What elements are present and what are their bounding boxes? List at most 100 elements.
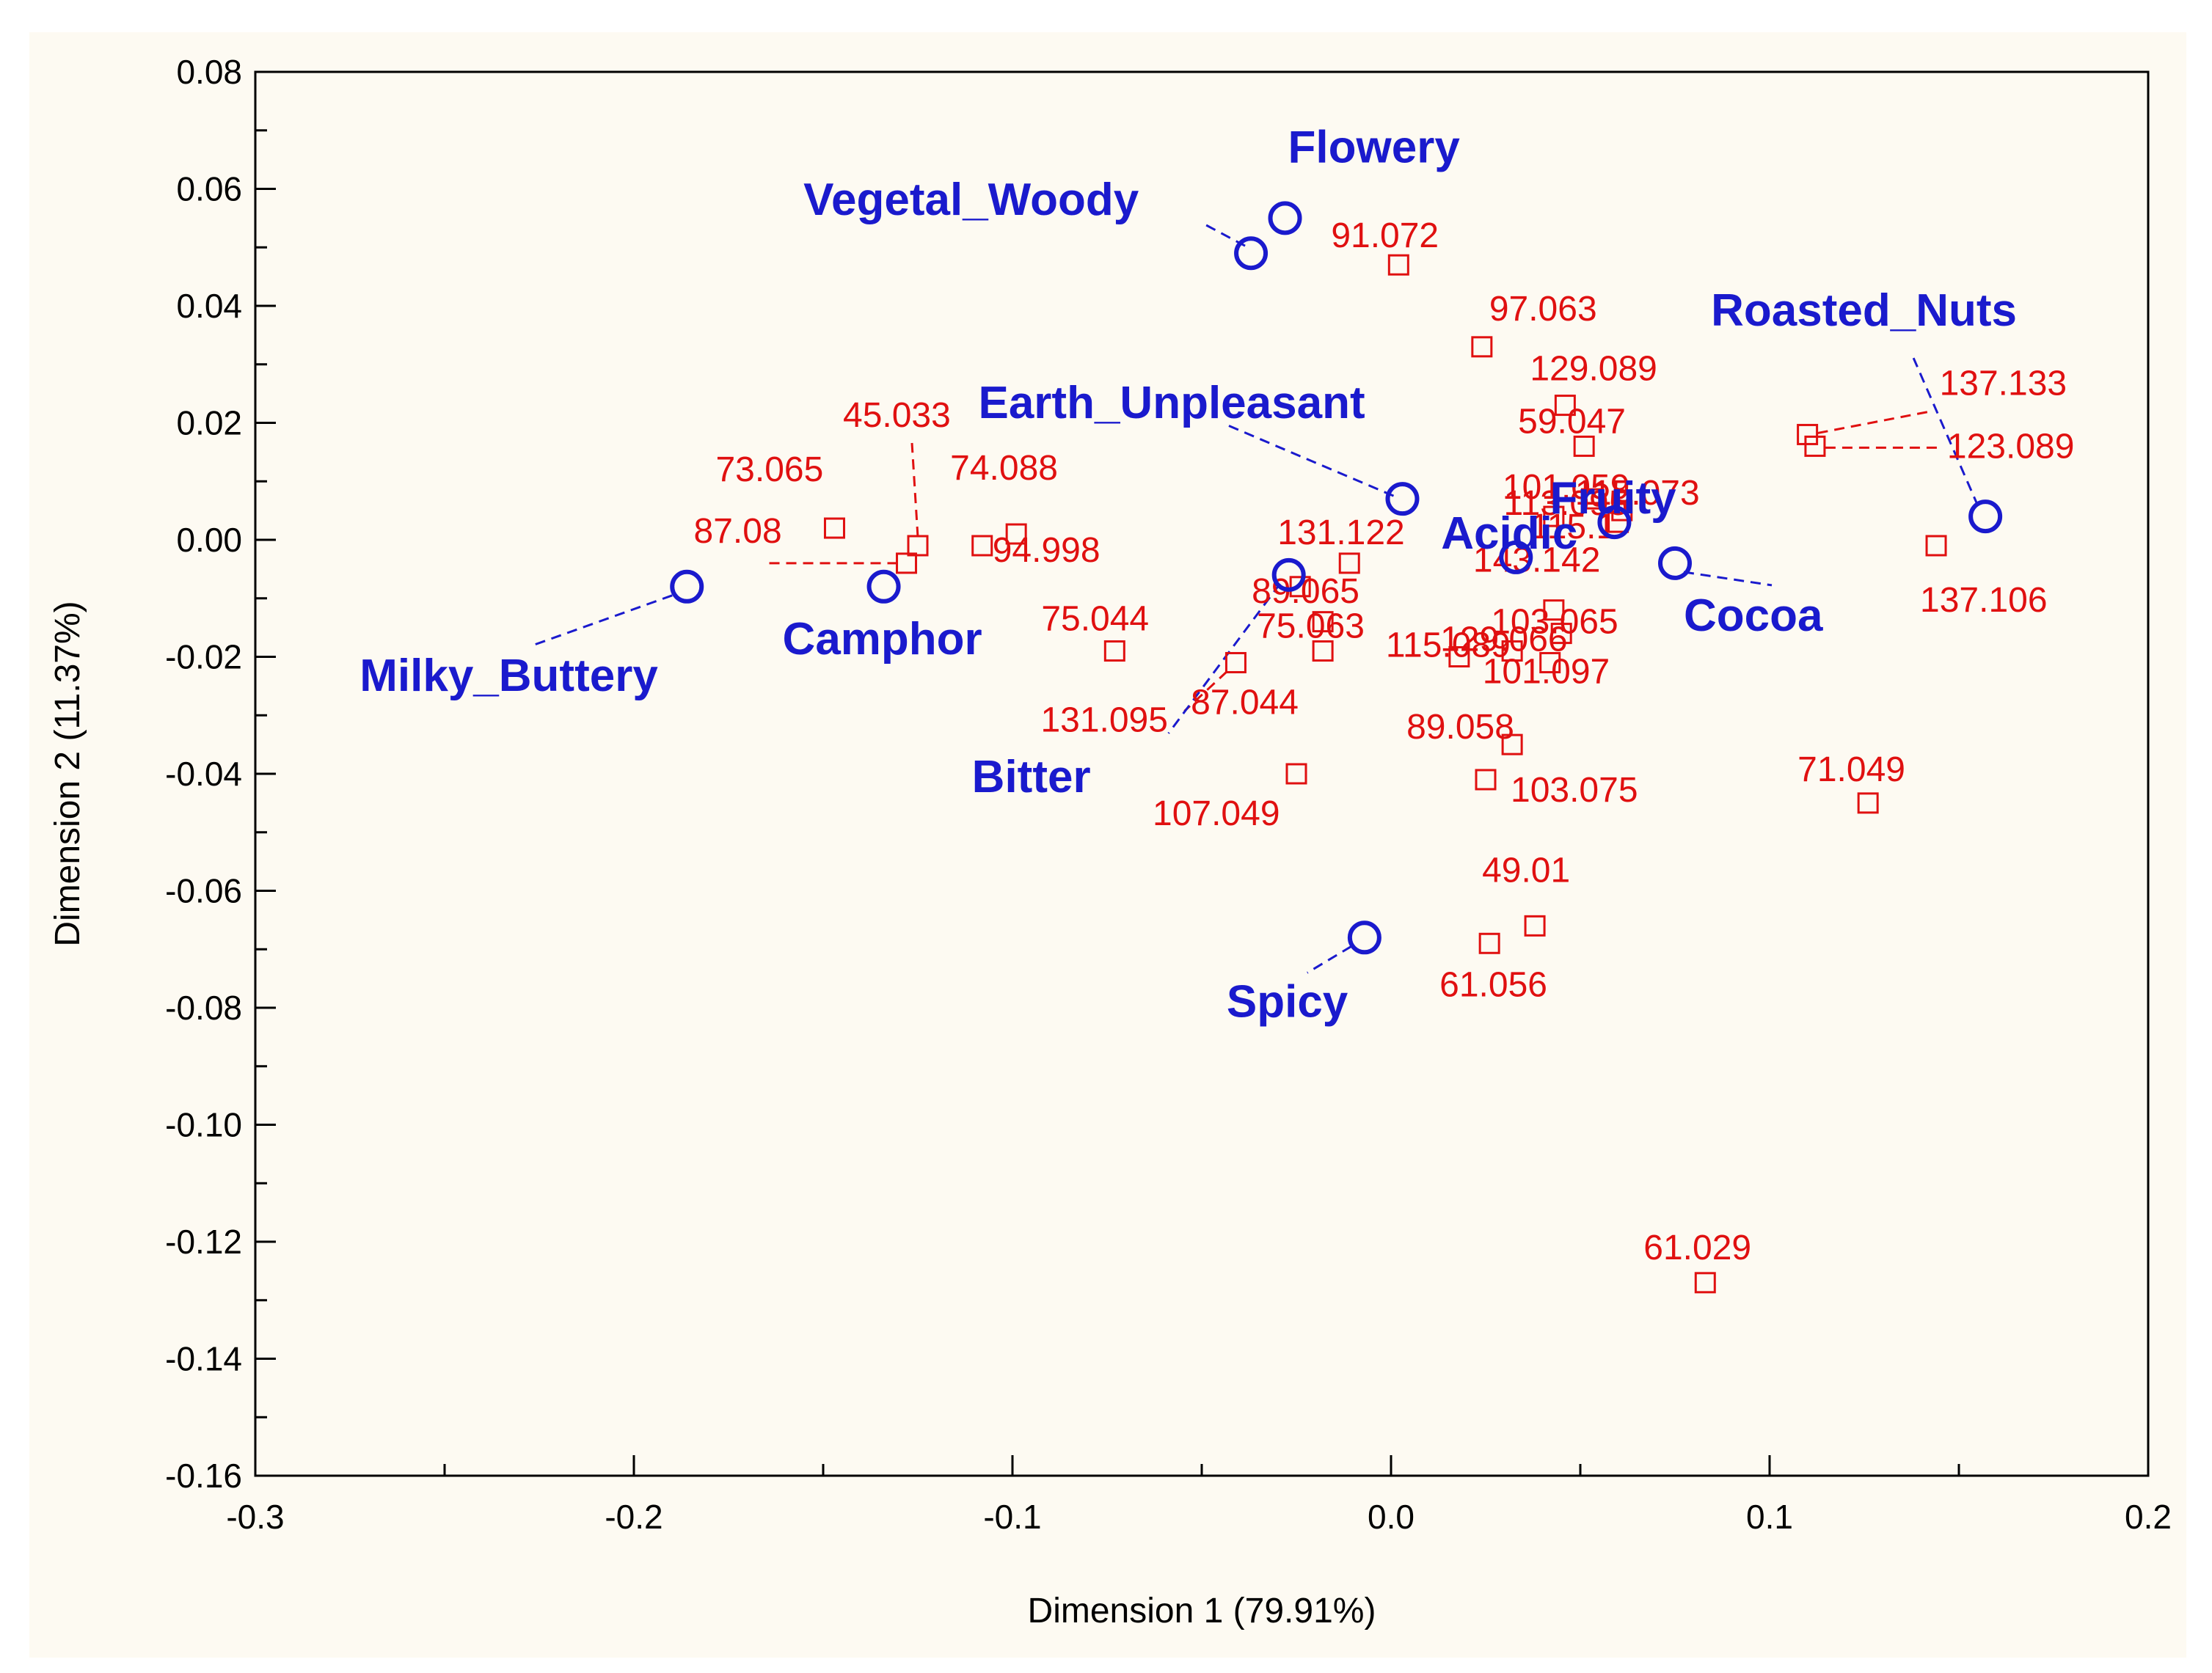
compound-label: 75.044 [1041, 600, 1149, 639]
leader-lines [532, 221, 1979, 974]
y-tick-label: -0.02 [165, 638, 242, 676]
y-tick-label: 0.06 [176, 170, 242, 208]
y-tick-label: -0.16 [165, 1457, 242, 1495]
attribute-marker [866, 569, 901, 604]
x-tick-label: 0.0 [1368, 1498, 1415, 1536]
attribute-marker [1597, 505, 1632, 540]
compound-marker [1694, 1272, 1716, 1294]
y-tick-label: -0.10 [165, 1106, 242, 1144]
compound-marker [1478, 932, 1500, 954]
attribute-label: Fruity [1550, 473, 1676, 524]
compound-marker [1475, 769, 1497, 791]
compound-marker [1573, 435, 1595, 457]
y-tick-label: -0.14 [165, 1340, 242, 1378]
attribute-marker [1968, 499, 2003, 534]
compound-label: 74.088 [950, 449, 1058, 488]
x-tick-label: -0.3 [226, 1498, 284, 1536]
attribute-label: Roasted_Nuts [1711, 285, 2017, 336]
compound-marker [1524, 915, 1546, 937]
compound-marker [1543, 599, 1565, 621]
compound-label: 115.089 [1386, 626, 1511, 665]
compound-label: 94.998 [993, 531, 1100, 570]
attribute-label: Flowery [1288, 122, 1461, 172]
compound-marker [1312, 640, 1334, 662]
compound-marker [1804, 435, 1826, 457]
compound-marker [1925, 535, 1947, 557]
x-tick-label: 0.2 [2125, 1498, 2172, 1536]
compound-label: 45.033 [843, 396, 951, 435]
y-axis-label: Dimension 2 (11.37%) [48, 601, 87, 946]
attribute-label: Bitter [972, 752, 1091, 802]
attribute-marker [1347, 920, 1381, 955]
x-tick-label: 0.1 [1746, 1498, 1793, 1536]
attribute-marker [1385, 482, 1420, 516]
compound-points: 91.07297.063129.08959.047101.059113.0951… [694, 216, 2075, 1294]
compound-marker [896, 552, 918, 574]
y-tick-label: 0.04 [176, 287, 242, 325]
compound-label: 49.01 [1482, 851, 1570, 890]
attribute-marker [1234, 236, 1269, 271]
compound-label: 71.049 [1797, 750, 1905, 789]
compound-marker [1471, 336, 1493, 358]
leader-line [532, 594, 673, 647]
attribute-marker [1268, 201, 1302, 235]
compound-marker [1611, 499, 1633, 521]
x-tick-label: -0.2 [605, 1498, 662, 1536]
compound-label: 97.063 [1489, 290, 1597, 329]
compound-marker [1501, 640, 1523, 662]
compound-label: 91.072 [1331, 216, 1439, 255]
compound-marker [823, 517, 845, 539]
x-tick-label: -0.1 [983, 1498, 1041, 1536]
y-tick-label: 0.00 [176, 521, 242, 559]
compound-marker [1501, 733, 1523, 755]
compound-label: 129.089 [1530, 350, 1657, 389]
y-tick-label: -0.12 [165, 1223, 242, 1261]
attribute-marker [670, 569, 704, 604]
compound-label: 101.097 [1483, 652, 1610, 691]
y-tick-label: 0.08 [176, 53, 242, 91]
compound-marker [1539, 651, 1561, 673]
compound-label: 131.122 [1277, 513, 1405, 552]
compound-label: 61.056 [1439, 965, 1547, 1004]
attribute-label: Vegetal_Woody [803, 175, 1139, 225]
compound-label: 123.089 [1947, 427, 2075, 466]
leader-line [1912, 357, 1979, 507]
leader-line [1200, 221, 1246, 247]
leader-line [1183, 670, 1228, 712]
compound-marker [1312, 611, 1334, 633]
compound-label: 73.065 [715, 450, 823, 489]
attribute-marker [1658, 546, 1692, 580]
leader-line [1683, 571, 1773, 587]
compound-label: 59.047 [1518, 402, 1626, 441]
compound-label: 89.065 [1252, 572, 1359, 611]
attribute-label: Cocoa [1684, 590, 1823, 641]
leader-line [910, 442, 919, 538]
leader-line [1224, 422, 1395, 497]
compound-marker [1448, 646, 1470, 667]
attribute-marker [1271, 557, 1306, 592]
compound-marker [1289, 576, 1311, 598]
leader-line [1817, 409, 1932, 434]
y-tick-label: -0.06 [165, 872, 242, 910]
y-axis-ticks: 0.08 0.06 0.04 0.02 0.00 -0.02 -0.04 -0.06 -0.08… [165, 53, 276, 1495]
x-axis-label: Dimension 1 (79.91%) [1028, 1592, 1376, 1630]
attribute-label: Earth_Unpleasant [978, 378, 1365, 428]
attribute-label: Camphor [783, 614, 982, 665]
attribute-label: Milky_Buttery [359, 651, 658, 701]
y-tick-label: 0.02 [176, 404, 242, 442]
attribute-marker [1499, 540, 1533, 574]
compound-label: 143.142 [1473, 541, 1601, 580]
compound-marker [971, 535, 993, 557]
compound-label: 137.133 [1940, 364, 2067, 403]
compound-marker [1224, 651, 1246, 673]
compound-label: 87.08 [694, 512, 782, 551]
y-tick-label: -0.08 [165, 989, 242, 1027]
compound-marker [1103, 640, 1125, 662]
compound-marker [1554, 395, 1576, 417]
compound-marker [1543, 505, 1565, 527]
compound-label: 87.044 [1191, 684, 1299, 722]
compound-label: 115.073 [1575, 474, 1700, 513]
compound-label: 103.065 [1491, 603, 1618, 642]
compound-label: 107.049 [1153, 794, 1280, 833]
y-tick-label: -0.04 [165, 755, 242, 793]
